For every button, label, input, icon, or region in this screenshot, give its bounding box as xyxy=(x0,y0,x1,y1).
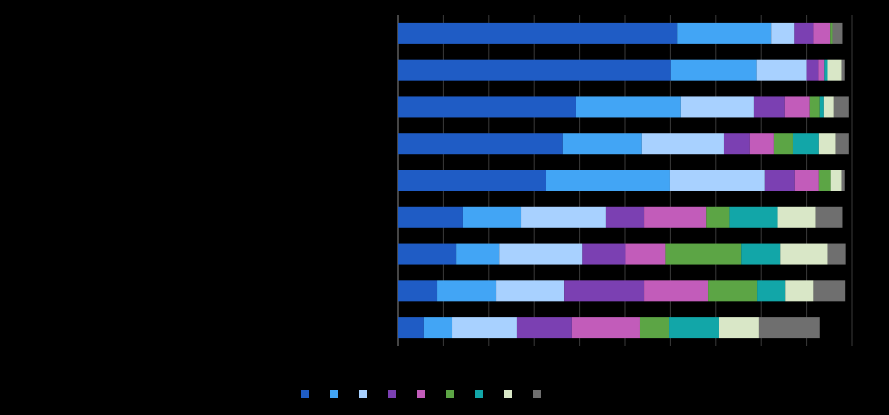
bar-segment xyxy=(818,170,831,191)
bar-segment xyxy=(813,22,831,44)
bar-segment xyxy=(398,243,457,265)
bar-segment xyxy=(827,243,846,265)
bar-segment xyxy=(818,59,825,81)
bar-segment xyxy=(398,280,438,302)
bar-segment xyxy=(824,59,828,81)
bar-segment xyxy=(641,133,724,155)
bar-segment xyxy=(729,206,778,228)
bar-segment xyxy=(706,206,730,228)
bar-segment xyxy=(841,59,845,81)
bar-segment xyxy=(575,96,681,118)
bar-segment xyxy=(813,280,846,302)
bar-segment xyxy=(815,206,843,228)
bar-segment xyxy=(771,22,795,44)
bar-segment xyxy=(670,59,757,81)
bar-segment xyxy=(764,170,795,191)
legend-marker xyxy=(533,390,541,398)
bar-segment xyxy=(644,280,709,302)
bar-segment xyxy=(496,280,565,302)
bar-segment xyxy=(708,280,758,302)
bar-segment xyxy=(841,170,845,191)
bar-segment xyxy=(398,206,463,228)
bar-segment xyxy=(758,317,820,339)
legend-marker xyxy=(417,390,425,398)
bar-segment xyxy=(830,22,833,44)
bar-segment xyxy=(452,317,517,339)
bar-segment xyxy=(398,133,563,155)
bar-segment xyxy=(398,96,576,118)
bar-segment xyxy=(835,133,849,155)
bar-segment xyxy=(398,22,678,44)
bar-segment xyxy=(605,206,645,228)
bar-segment xyxy=(792,133,819,155)
bar-segment xyxy=(665,243,742,265)
bar-segment xyxy=(516,317,572,339)
bar-segment xyxy=(546,170,670,191)
bar-segment xyxy=(818,133,836,155)
legend-marker xyxy=(301,390,309,398)
legend-marker xyxy=(475,390,483,398)
bar-segment xyxy=(562,133,642,155)
bar-segment xyxy=(833,96,849,118)
bar-segment xyxy=(819,96,824,118)
bar-segment xyxy=(794,170,819,191)
bar-segment xyxy=(499,243,583,265)
legend-marker xyxy=(388,390,396,398)
bar-segment xyxy=(437,280,497,302)
bar-segment xyxy=(625,243,666,265)
bar-segment xyxy=(827,59,842,81)
bar-segment xyxy=(398,59,671,81)
bar-segment xyxy=(456,243,500,265)
bar-segment xyxy=(784,96,810,118)
bar-segment xyxy=(757,280,786,302)
bar-segment xyxy=(830,170,842,191)
bar-segment xyxy=(749,133,774,155)
bar-segment xyxy=(398,170,547,191)
legend-marker xyxy=(330,390,338,398)
bar-segment xyxy=(806,59,819,81)
bar-segment xyxy=(680,96,754,118)
legend-marker xyxy=(446,390,454,398)
bar-segment xyxy=(571,317,640,339)
bar-segment xyxy=(785,280,814,302)
bar-segment xyxy=(809,96,820,118)
legend-marker xyxy=(359,390,367,398)
bar-segment xyxy=(423,317,453,339)
bar-segment xyxy=(756,59,807,81)
bar-segment xyxy=(777,206,816,228)
legend-marker xyxy=(504,390,512,398)
bar-segment xyxy=(677,22,772,44)
bar-segment xyxy=(773,133,793,155)
bar-segment xyxy=(582,243,626,265)
bar-segment xyxy=(669,170,765,191)
bar-segment xyxy=(780,243,828,265)
bar-segment xyxy=(669,317,719,339)
bar-segment xyxy=(723,133,750,155)
bar-segment xyxy=(398,317,424,339)
bar-segment xyxy=(564,280,645,302)
bar-segment xyxy=(462,206,522,228)
bar-segment xyxy=(794,22,814,44)
bar-segment xyxy=(521,206,606,228)
bar-segment xyxy=(644,206,707,228)
bar-segment xyxy=(718,317,759,339)
bar-segment xyxy=(639,317,670,339)
bar-segment xyxy=(823,96,834,118)
bar-segment xyxy=(741,243,781,265)
bar-segment xyxy=(753,96,785,118)
bar-segment xyxy=(832,22,843,44)
